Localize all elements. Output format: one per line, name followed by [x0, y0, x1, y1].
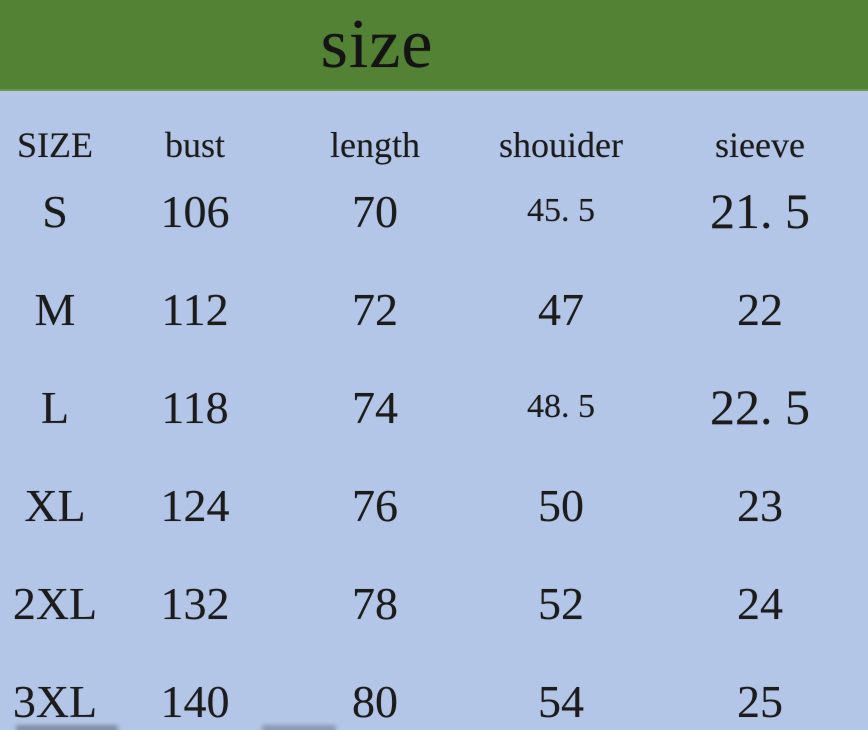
- cell-size: M: [34, 283, 76, 335]
- cell-sleeve: 21. 5: [710, 183, 810, 239]
- cell-bust: 106: [160, 185, 230, 237]
- title-bar: size: [0, 0, 868, 91]
- cell-bust: 140: [160, 675, 230, 727]
- cell-size: S: [42, 185, 68, 237]
- cell-shoulder: 52: [538, 577, 584, 629]
- table-row-2xl: 2XL 132 78 52 24: [0, 568, 868, 638]
- cell-bust: 132: [160, 577, 230, 629]
- cell-sleeve: 25: [737, 675, 783, 727]
- table-row-l: L 118 74 48. 5 22. 5: [0, 372, 868, 442]
- cell-sleeve: 22: [737, 283, 783, 335]
- cell-shoulder: 54: [538, 675, 584, 727]
- cell-bust: 112: [161, 283, 229, 335]
- cell-bust: 124: [160, 479, 230, 531]
- table-row-xl: XL 124 76 50 23: [0, 470, 868, 540]
- table-row-s: S 106 70 45. 5 21. 5: [0, 176, 868, 246]
- cell-size: L: [40, 381, 70, 433]
- cell-length: 74: [352, 381, 398, 433]
- cell-bust: 118: [161, 381, 229, 433]
- cell-size: XL: [24, 479, 86, 531]
- cutoff-artifact: [262, 725, 336, 730]
- cell-sleeve: 23: [737, 479, 783, 531]
- table-header-row: SIZE bust length shouider sieeve: [0, 120, 868, 170]
- cell-length: 76: [352, 479, 398, 531]
- cell-length: 78: [352, 577, 398, 629]
- cell-sleeve: 24: [737, 577, 783, 629]
- table-row-m: M 112 72 47 22: [0, 274, 868, 344]
- cell-length: 70: [352, 185, 398, 237]
- column-header-shoulder: shouider: [499, 125, 623, 165]
- cell-shoulder: 47: [538, 283, 584, 335]
- column-header-sleeve: sieeve: [715, 125, 805, 165]
- cell-shoulder: 48. 5: [527, 388, 595, 425]
- table-row-3xl: 3XL 140 80 54 25: [0, 666, 868, 730]
- cell-length: 80: [352, 675, 398, 727]
- cell-shoulder: 50: [538, 479, 584, 531]
- column-header-bust: bust: [164, 125, 225, 165]
- cell-size: 3XL: [12, 675, 98, 727]
- column-header-length: length: [330, 125, 420, 165]
- column-header-size: SIZE: [17, 125, 93, 165]
- cutoff-artifact: [16, 725, 118, 730]
- cell-shoulder: 45. 5: [527, 192, 595, 229]
- page-title: size: [320, 5, 434, 83]
- cell-size: 2XL: [12, 577, 98, 629]
- cell-length: 72: [352, 283, 398, 335]
- cell-sleeve: 22. 5: [710, 379, 810, 435]
